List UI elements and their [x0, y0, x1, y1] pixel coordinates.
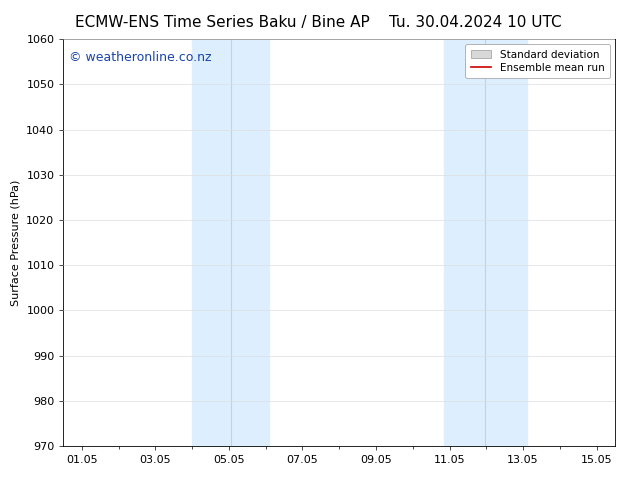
- Text: © weatheronline.co.nz: © weatheronline.co.nz: [69, 51, 211, 64]
- Y-axis label: Surface Pressure (hPa): Surface Pressure (hPa): [11, 179, 21, 306]
- Text: ECMW-ENS Time Series Baku / Bine AP: ECMW-ENS Time Series Baku / Bine AP: [75, 15, 369, 30]
- Legend: Standard deviation, Ensemble mean run: Standard deviation, Ensemble mean run: [465, 45, 610, 78]
- Text: Tu. 30.04.2024 10 UTC: Tu. 30.04.2024 10 UTC: [389, 15, 562, 30]
- Bar: [192, 39, 269, 446]
- Bar: [444, 39, 527, 446]
